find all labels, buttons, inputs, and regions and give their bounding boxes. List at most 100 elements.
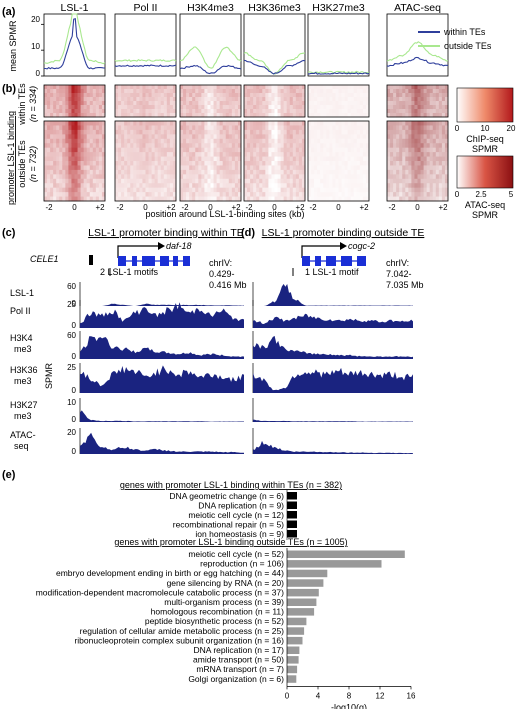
heat-cell [286,152,291,157]
heat-cell [198,169,202,175]
heat-cell [59,105,63,110]
heat-cell [216,109,221,114]
heat-cell [347,165,352,171]
heatmap-frame [307,84,370,118]
heat-cell [95,134,100,140]
heat-cell [268,125,272,131]
heat-cell [408,101,412,106]
b-xlabel: position around LSL-1-binding sites (kb) [145,209,304,219]
heat-cell [89,196,94,202]
heat-cell [344,196,349,202]
heat-cell [338,134,342,140]
heat-cell [335,169,339,175]
heat-cell [92,89,97,94]
heat-cell [216,138,221,144]
heat-cell [234,105,239,110]
heat-cell [213,134,217,140]
heat-cell [244,165,248,171]
heat-cell [198,152,202,157]
heat-cell [127,138,131,144]
heat-cell [198,101,202,106]
heat-cell [65,121,69,126]
profile-frame [243,13,306,77]
heat-cell [166,93,171,98]
heat-cell [127,109,131,114]
heat-cell [353,143,358,149]
heat-cell [80,165,85,171]
heat-cell [154,138,159,144]
heat-cell [183,121,187,126]
heat-cell [160,125,165,131]
heat-cell [77,174,81,180]
heat-cell [314,192,318,197]
heat-cell [329,165,333,171]
heat-cell [353,156,358,162]
heat-cell [344,105,349,110]
heat-cell [204,183,208,189]
heat-cell [438,85,443,90]
heat-cell [265,129,269,135]
heat-cell [420,161,424,166]
heat-cell [62,174,66,180]
track-signal-outside [253,284,413,306]
heat-cell [195,93,199,98]
heat-cell [435,121,440,126]
heat-cell [136,138,140,144]
heat-cell [362,196,367,202]
heat-cell [438,93,443,98]
heat-cell [405,89,409,94]
heat-cell [231,121,236,126]
heat-cell [172,183,177,189]
heat-cell [219,178,224,184]
heat-cell [154,129,159,135]
heat-cell [344,183,349,189]
heat-cell [295,134,300,140]
c-gene-model [118,256,190,266]
heat-cell [121,89,125,94]
heat-cell [329,101,333,106]
heat-cell [268,113,272,118]
heat-cell [314,101,318,106]
a-ylabel: mean SPMR [8,20,18,72]
heat-cell [350,134,355,140]
heat-cell [280,169,285,175]
heat-cell [77,121,81,126]
heat-cell [160,109,165,114]
heat-cell [274,125,278,131]
heat-cell [192,105,196,110]
heat-cell [207,138,211,144]
heat-cell [225,121,230,126]
heat-cell [222,85,227,90]
heat-cell [98,152,103,157]
heat-cell [80,143,85,149]
heat-cell [101,93,106,98]
heat-cell [426,113,431,118]
heat-cell [183,156,187,162]
heat-cell [244,113,248,118]
heat-cell [387,192,391,197]
heat-cell [323,152,327,157]
heat-cell [133,156,137,162]
heat-cell [118,97,122,102]
heat-cell [271,101,275,106]
heat-cell [426,134,431,140]
heat-cell [237,147,242,153]
heat-cell [387,187,391,193]
heat-cell [314,187,318,193]
heat-cell [435,156,440,162]
heat-cell [359,129,364,135]
heat-cell [311,89,315,94]
heat-cell [317,113,321,118]
heat-cell [283,196,288,202]
heat-cell [259,125,263,131]
heat-cell [80,97,85,102]
heat-cell [50,125,54,131]
heat-cell [71,125,75,131]
heat-cell [274,109,278,114]
heat-cell [414,85,418,90]
e2-xtick-label: 4 [316,691,321,700]
heat-cell [71,192,75,197]
heat-cell [429,134,434,140]
heat-cell [426,165,431,171]
heat-cell [402,93,406,98]
